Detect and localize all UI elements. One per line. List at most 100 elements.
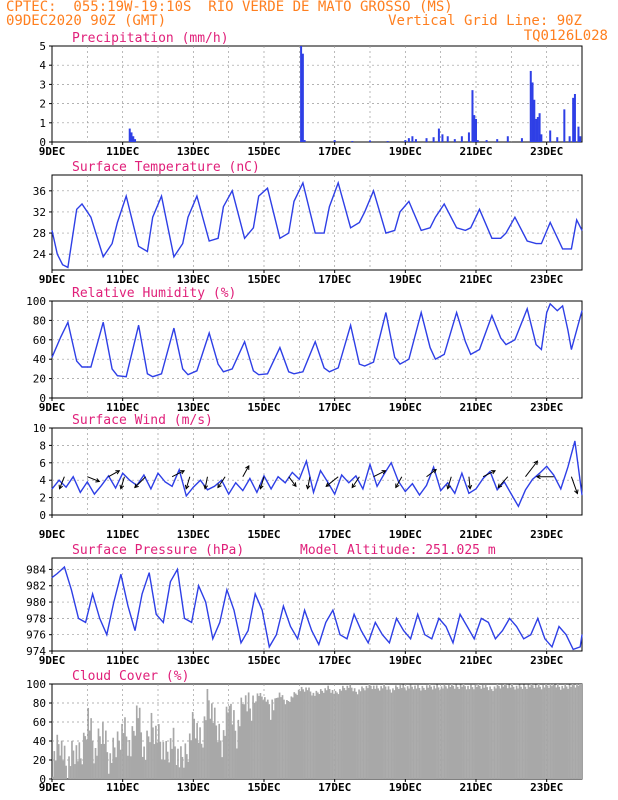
temperature-point	[222, 206, 224, 208]
pressure-point	[367, 642, 369, 644]
pressure-point	[162, 622, 164, 623]
cloud-bar	[377, 688, 380, 779]
cloud-bar	[284, 704, 287, 779]
temperature-point	[152, 216, 154, 218]
cloud-bar	[309, 691, 312, 779]
wind-arrow	[373, 470, 386, 478]
cloud-bar	[552, 684, 555, 779]
wind-point	[192, 486, 194, 488]
cloud-bar	[415, 688, 418, 779]
pressure-point	[565, 634, 567, 636]
cloud-bar	[149, 742, 151, 779]
precip-bar	[130, 132, 133, 142]
cloud-bar	[333, 693, 335, 779]
cloud-bar	[442, 688, 444, 779]
cloud-bar	[188, 733, 191, 779]
wind-point	[348, 482, 350, 484]
wind-point	[546, 465, 548, 467]
cloud-bar	[132, 730, 135, 779]
wind-point	[129, 479, 131, 481]
cloud-bar	[424, 689, 427, 779]
cloud-bar	[183, 767, 185, 779]
cloud-bar	[124, 717, 126, 779]
pressure-point	[445, 626, 447, 627]
precip-bar	[407, 138, 410, 142]
wind-arrow-head	[535, 474, 541, 480]
wind-point	[72, 476, 74, 478]
wind-arrow-head	[203, 484, 209, 490]
temperature-point	[373, 190, 374, 192]
pressure-point	[219, 622, 221, 623]
cloud-bar	[135, 705, 138, 779]
cloud-bar	[228, 705, 231, 779]
y-tick-label: 4	[39, 474, 46, 487]
wind-arrow-head	[491, 470, 496, 475]
x-tick-label: 15DEC	[247, 145, 280, 158]
cloud-bar	[236, 748, 238, 779]
cloud-bar	[446, 688, 449, 779]
cloud-bar	[163, 759, 166, 779]
humidity-point	[102, 321, 104, 323]
cloud-bar	[344, 690, 347, 779]
x-tick-label: 23DEC	[530, 401, 563, 414]
wind-point	[200, 479, 201, 481]
temperature-point	[196, 195, 198, 197]
cloud-bar	[293, 692, 296, 779]
cloud-bar	[367, 688, 369, 779]
precip-bar	[573, 94, 576, 142]
cloud-bar	[266, 699, 269, 779]
pressure-point	[304, 609, 306, 611]
wind-point	[235, 482, 237, 484]
cloud-bar	[82, 732, 85, 779]
cloud-bar	[409, 684, 412, 779]
cloud-bar	[430, 686, 433, 779]
pressure-point	[155, 613, 157, 615]
temperature-point	[51, 230, 53, 231]
cloud-bar	[449, 686, 452, 779]
precip-bar	[520, 138, 523, 142]
cloud-bar	[225, 706, 228, 779]
cloud-bar	[568, 684, 571, 779]
cloud-bar	[84, 736, 87, 779]
temperature-point	[359, 222, 360, 223]
humidity-point	[470, 353, 472, 355]
wind-point	[185, 495, 187, 497]
pressure-point	[374, 622, 376, 623]
cloud-bar	[387, 686, 390, 779]
cloud-bar	[231, 724, 234, 779]
wind-arrow	[570, 476, 578, 494]
x-tick-label: 9DEC	[39, 401, 66, 414]
temperature-point	[267, 187, 268, 189]
pressure-point	[51, 577, 53, 578]
pressure-point	[410, 638, 412, 640]
x-tick-label: 17DEC	[318, 528, 351, 541]
cloud-bar	[75, 745, 78, 779]
wind-point	[539, 472, 540, 474]
cloud-bar	[476, 687, 478, 779]
y-tick-label: 20	[33, 373, 46, 386]
cloud-bar	[166, 751, 169, 779]
precip-bar	[471, 90, 474, 142]
temperature-point	[208, 240, 210, 242]
cloud-bar	[59, 755, 62, 779]
cloud-bar	[168, 762, 170, 779]
cloud-bar	[481, 684, 484, 779]
wind-point	[249, 478, 251, 479]
wind-point	[164, 481, 166, 483]
wind-arrow-head	[467, 484, 473, 490]
pressure-point	[579, 646, 581, 648]
wind-point	[503, 481, 505, 483]
precip-bar	[535, 118, 538, 142]
humidity-point	[546, 312, 548, 314]
wind-point	[510, 493, 512, 495]
cloud-bar	[464, 686, 466, 779]
cloud-bar	[511, 684, 514, 779]
panel-frame	[51, 174, 583, 271]
humidity-point	[173, 327, 175, 329]
panel-wind	[49, 427, 583, 518]
cloud-bar	[246, 711, 249, 779]
cloud-bar	[99, 736, 101, 779]
humidity-point	[556, 310, 558, 312]
temperature-point	[500, 237, 502, 239]
pressure-point	[530, 634, 532, 636]
